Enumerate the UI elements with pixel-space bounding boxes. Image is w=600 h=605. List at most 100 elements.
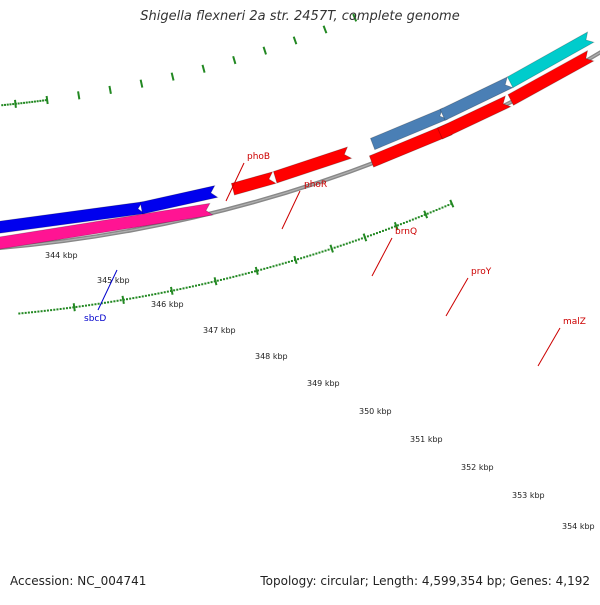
inner-tick-dot: [100, 302, 103, 305]
outer-major-tick: [45, 95, 49, 105]
inner-tick-dot: [327, 248, 330, 251]
inner-tick-dot: [414, 217, 417, 220]
inner-tick-dot: [287, 260, 290, 263]
genome-summary-label: Topology: circular; Length: 4,599,354 bp…: [260, 574, 590, 588]
inner-tick-dot: [116, 299, 119, 302]
inner-tick-dot: [219, 278, 222, 281]
inner-tick-dot: [441, 206, 444, 209]
outer-major-tick: [170, 72, 175, 81]
inner-tick-dot: [179, 288, 182, 291]
inner-tick-dot: [132, 297, 135, 300]
inner-tick-dot: [354, 239, 357, 242]
inner-tick-dot: [324, 249, 327, 252]
inner-tick-dot: [154, 293, 157, 296]
genome-title: Shigella flexneri 2a str. 2457T, complet…: [140, 9, 460, 24]
inner-tick-dot: [375, 232, 378, 235]
tick-label: 350 kbp: [359, 407, 392, 416]
inner-tick-dot: [411, 218, 414, 221]
major-tick: [329, 244, 334, 253]
inner-tick-dot: [366, 235, 369, 238]
inner-tick-dot: [94, 303, 97, 306]
inner-tick-dot: [59, 307, 62, 310]
outer-major-tick: [14, 99, 17, 108]
inner-tick-dot: [75, 305, 78, 308]
accession-label: Accession: NC_004741: [10, 574, 147, 588]
tick-label: 346 kbp: [151, 300, 184, 309]
inner-tick-dot: [157, 292, 160, 295]
inner-tick-dot: [438, 207, 441, 210]
inner-tick-dot: [351, 240, 354, 243]
outer-tick-dot: [12, 103, 15, 106]
inner-tick-dot: [435, 209, 438, 212]
inner-tick-dot: [315, 252, 318, 255]
inner-tick-dot: [342, 243, 345, 246]
inner-tick-dot: [300, 257, 303, 260]
inner-tick-dot: [444, 205, 447, 208]
major-tick: [169, 286, 174, 295]
gene-callout-line: [371, 237, 393, 277]
gene-arrow: [506, 31, 595, 89]
inner-tick-dot: [378, 231, 381, 234]
inner-tick-dot: [263, 267, 266, 270]
gene-label: brnQ: [395, 227, 417, 237]
gene-label: malZ: [563, 317, 586, 327]
outer-tick-dot: [33, 100, 36, 103]
gene-label: sbcD: [84, 314, 106, 324]
tick-label: 344 kbp: [45, 251, 78, 260]
tick-label: 347 kbp: [203, 326, 236, 335]
inner-tick-dot: [226, 277, 229, 280]
outer-major-tick: [262, 46, 267, 55]
inner-tick-dot: [405, 220, 408, 223]
inner-tick-dot: [138, 295, 141, 298]
inner-tick-dot: [103, 301, 106, 304]
outer-major-tick: [139, 79, 144, 88]
outer-tick-dot: [20, 102, 23, 105]
inner-tick-dot: [232, 275, 235, 278]
inner-tick-dot: [207, 281, 210, 284]
gene-label: proY: [471, 267, 492, 277]
inner-tick-dot: [281, 262, 284, 265]
gene-arrow: [437, 95, 512, 140]
gene-arrow: [369, 107, 449, 151]
gene-arrow: [0, 201, 146, 234]
outer-tick-dot: [36, 100, 39, 103]
tick-label: 345 kbp: [97, 276, 130, 285]
major-tick: [293, 255, 298, 265]
inner-tick-dot: [312, 253, 315, 256]
tick-label: 348 kbp: [255, 352, 288, 361]
gene-callout-line: [225, 162, 245, 202]
inner-tick-dot: [21, 312, 24, 315]
outer-major-tick: [292, 36, 298, 45]
inner-tick-dot: [50, 309, 53, 312]
inner-tick-dot: [110, 300, 113, 303]
inner-tick-dot: [56, 308, 59, 311]
gene-arrow: [439, 76, 514, 121]
inner-tick-dot: [176, 288, 179, 291]
outer-major-tick: [232, 55, 237, 65]
outer-major-tick: [322, 25, 328, 34]
inner-tick-dot: [387, 227, 390, 230]
inner-tick-dot: [65, 307, 68, 310]
gene-arrow: [272, 146, 353, 184]
inner-tick-dot: [429, 211, 432, 214]
inner-tick-dot: [269, 266, 272, 269]
inner-tick-dot: [447, 204, 450, 207]
inner-tick-dot: [88, 304, 91, 307]
inner-tick-dot: [381, 229, 384, 232]
tick-label: 349 kbp: [307, 379, 340, 388]
inner-tick-dot: [417, 216, 420, 219]
inner-tick-dot: [119, 299, 122, 302]
gene-callout-line: [537, 327, 561, 367]
gene-label: phoR: [304, 180, 327, 190]
inner-tick-dot: [163, 291, 166, 294]
inner-tick-dot: [321, 250, 324, 253]
inner-tick-dot: [275, 264, 278, 267]
inner-tick-dot: [141, 295, 144, 298]
inner-tick-dot: [390, 226, 393, 229]
inner-tick-dot: [357, 238, 360, 241]
outer-tick-dot: [9, 103, 12, 106]
inner-tick-dot: [250, 271, 253, 274]
gene-callout-line: [97, 269, 118, 311]
inner-tick-dot: [69, 306, 72, 309]
